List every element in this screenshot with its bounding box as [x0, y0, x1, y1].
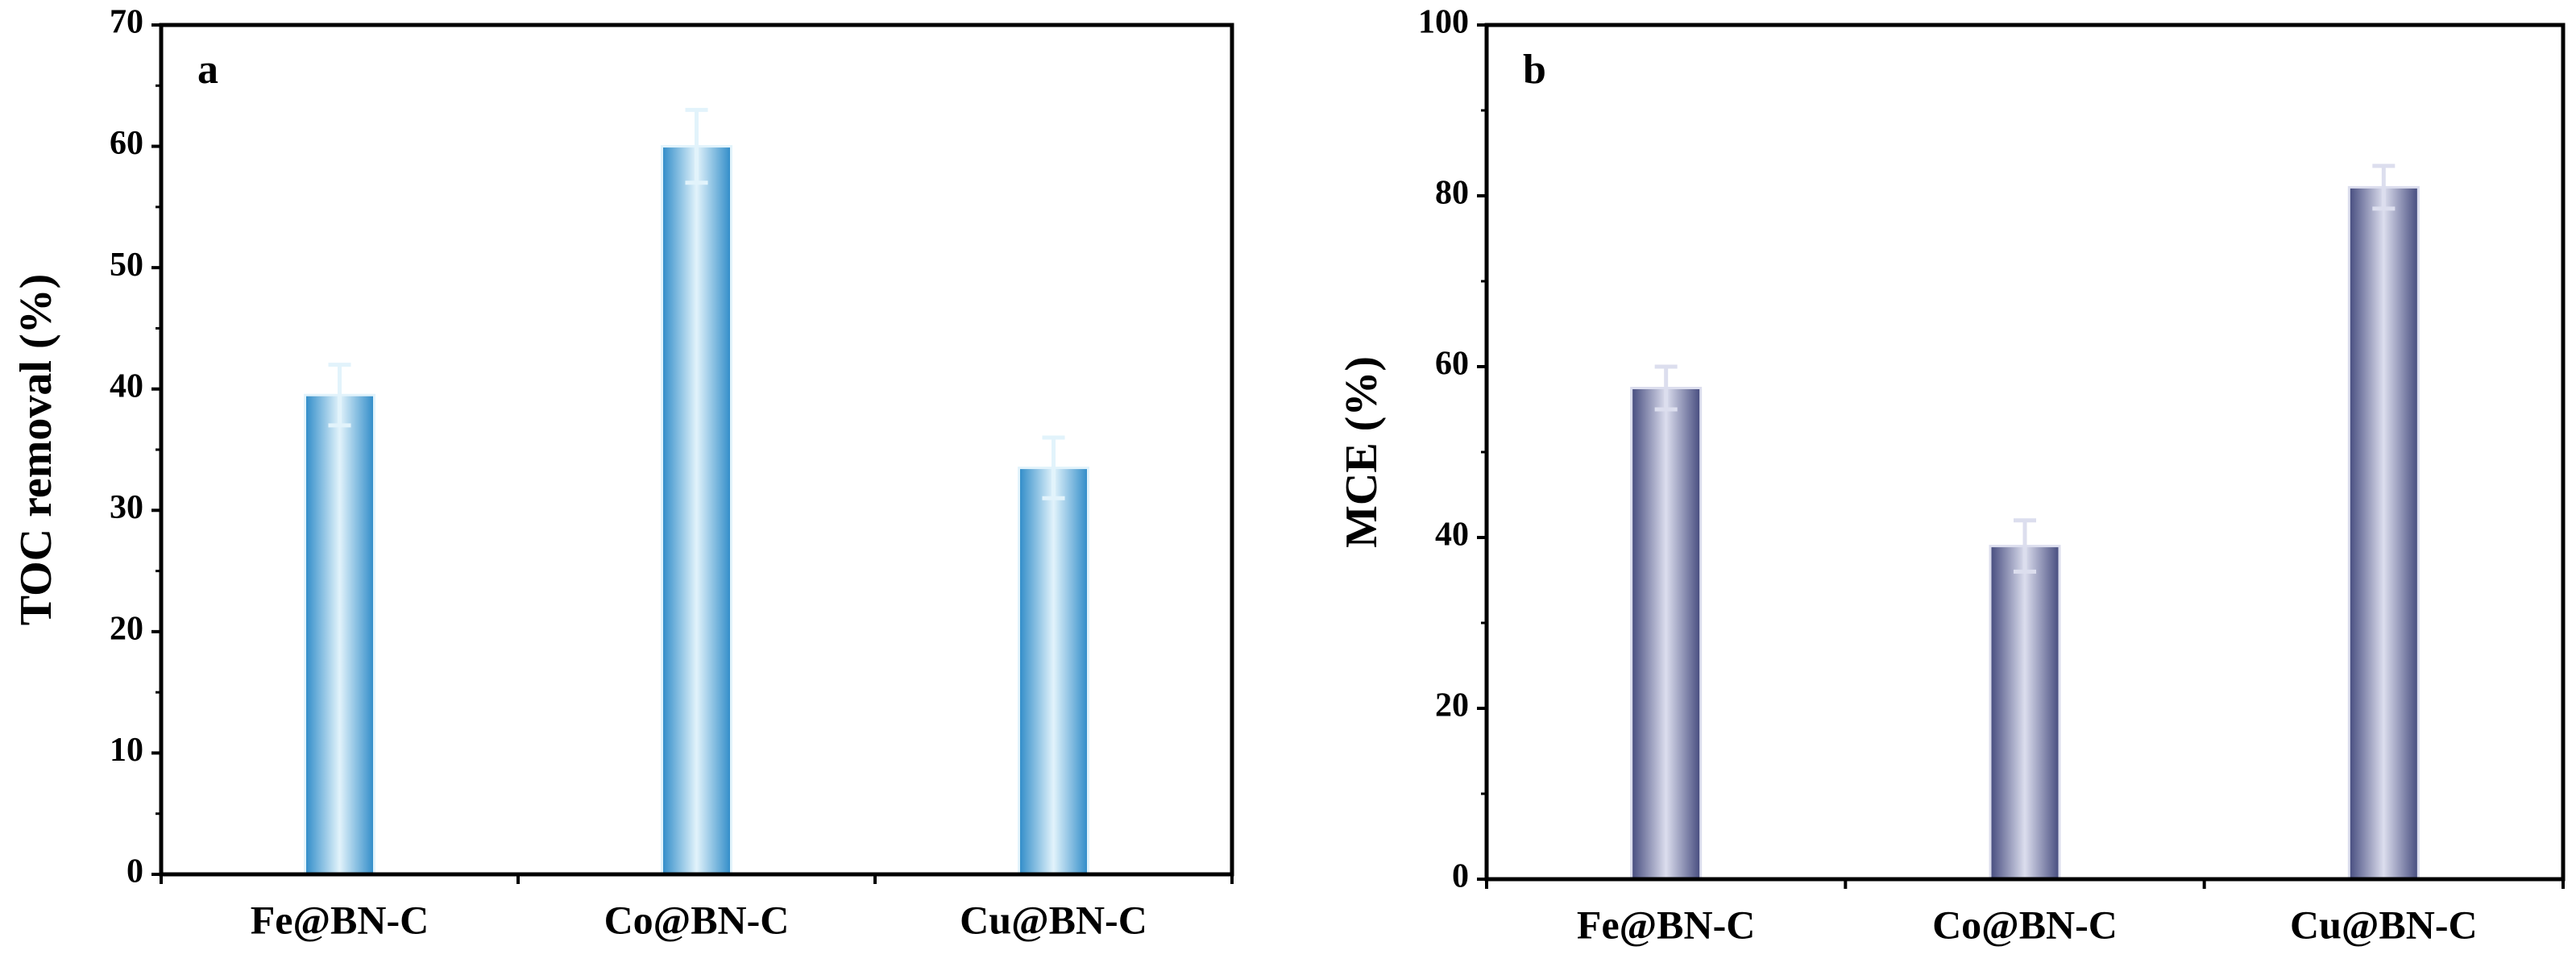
panel-label: b — [1523, 47, 1546, 93]
x-tick-label: Co@BN-C — [1932, 902, 2118, 947]
plot-frame — [1484, 23, 2566, 882]
bar — [2347, 185, 2420, 881]
x-tick-label: Cu@BN-C — [2290, 902, 2478, 947]
y-tick-label: 20 — [1435, 687, 1469, 724]
error-bar — [1042, 435, 1065, 500]
error-bar — [1654, 364, 1678, 412]
x-tick-label: Cu@BN-C — [960, 897, 1147, 942]
x-tick-label: Fe@BN-C — [251, 897, 429, 942]
error-bar — [328, 363, 351, 428]
x-tick-label: Co@BN-C — [604, 897, 790, 942]
y-tick-label: 30 — [110, 489, 143, 526]
y-tick-label: 60 — [1435, 346, 1469, 383]
bar — [661, 145, 732, 876]
y-tick-label: 40 — [1435, 517, 1469, 554]
bar — [1018, 467, 1089, 876]
bar — [1989, 545, 2061, 881]
y-tick-label: 40 — [110, 367, 143, 405]
y-tick-label: 100 — [1418, 4, 1469, 41]
y-axis-title: TOC removal (%) — [11, 274, 61, 626]
y-tick-label: 0 — [1452, 858, 1469, 895]
bar — [1630, 387, 1703, 881]
y-tick-label: 0 — [127, 853, 143, 890]
y-tick-label: 20 — [110, 610, 143, 647]
y-axis-title: MCE (%) — [1337, 356, 1387, 548]
panel-label: a — [197, 47, 218, 93]
y-tick-label: 60 — [110, 125, 143, 162]
y-tick-label: 50 — [110, 247, 143, 284]
error-bar — [2014, 518, 2036, 574]
bar — [304, 393, 375, 876]
plot-frame — [159, 23, 1234, 877]
error-bar — [685, 107, 708, 185]
error-bar — [2372, 164, 2396, 211]
x-tick-label: Fe@BN-C — [1577, 902, 1755, 947]
y-tick-label: 70 — [110, 4, 143, 41]
y-tick-label: 10 — [110, 732, 143, 769]
y-tick-label: 80 — [1435, 175, 1469, 212]
